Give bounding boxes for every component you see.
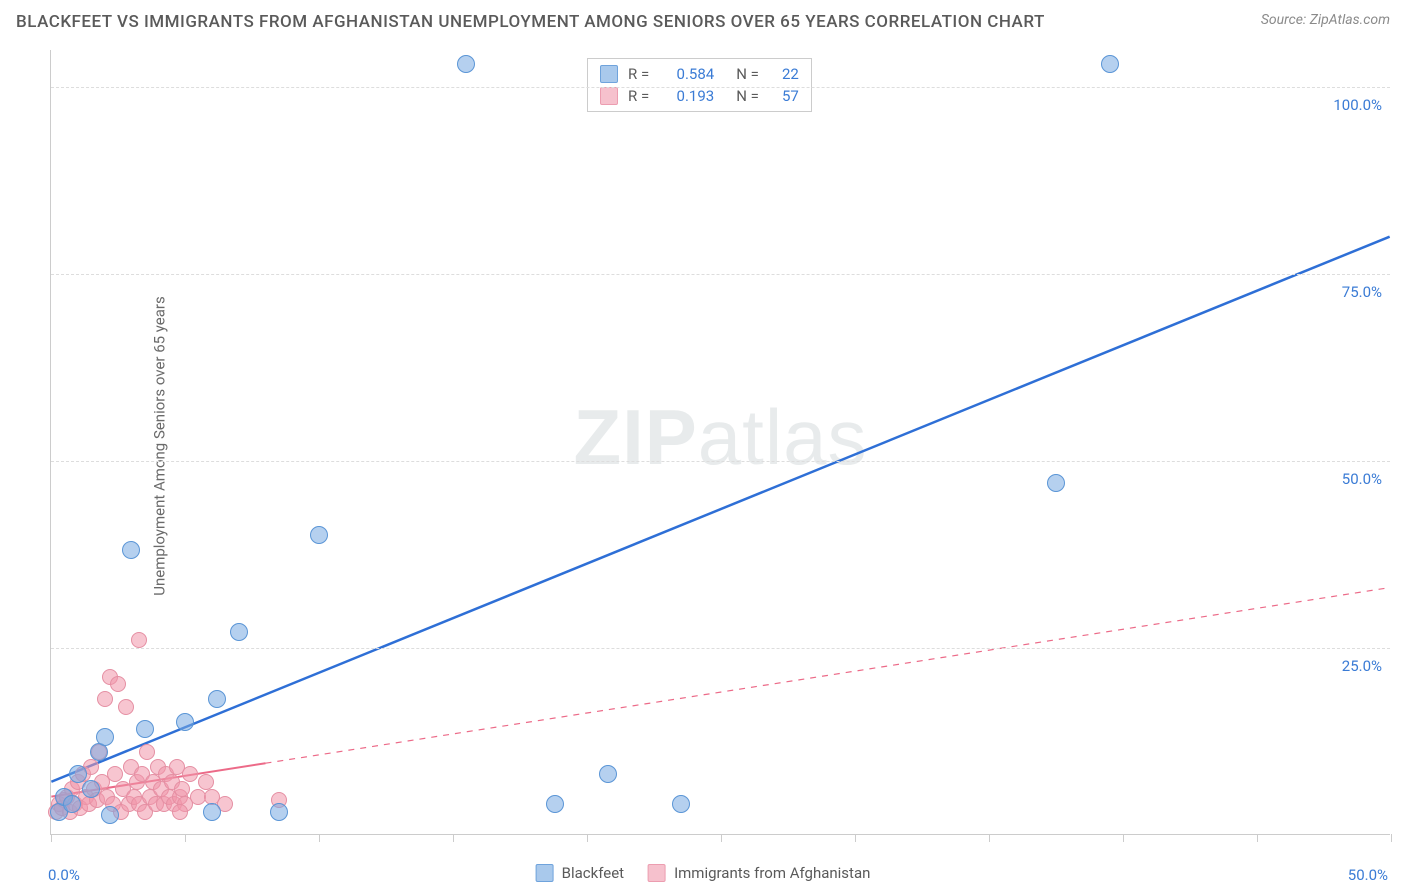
data-point: [546, 795, 564, 813]
gridline: [51, 87, 1390, 88]
data-point: [1047, 474, 1065, 492]
data-point: [599, 765, 617, 783]
r-label: R =: [628, 87, 649, 105]
data-point: [176, 713, 194, 731]
data-point: [672, 795, 690, 813]
r-value: 0.193: [659, 87, 714, 105]
legend-item-blackfeet: Blackfeet: [536, 864, 624, 882]
x-tick: [453, 834, 454, 842]
n-value: 57: [769, 87, 799, 105]
data-point: [230, 623, 248, 641]
swatch-icon: [536, 864, 554, 882]
n-value: 22: [769, 65, 799, 83]
data-point: [457, 55, 475, 73]
data-point: [101, 806, 119, 824]
data-point: [118, 699, 134, 715]
data-point: [131, 632, 147, 648]
x-tick: [587, 834, 588, 842]
x-tick: [185, 834, 186, 842]
x-tick-0: 0.0%: [48, 866, 80, 884]
data-point: [107, 766, 123, 782]
source-label: Source: ZipAtlas.com: [1261, 12, 1390, 28]
data-point: [182, 766, 198, 782]
data-point: [310, 526, 328, 544]
x-tick: [989, 834, 990, 842]
x-tick: [1391, 834, 1392, 842]
correlation-stats-box: R = 0.584 N = 22 R = 0.193 N = 57: [587, 58, 812, 112]
data-point: [139, 744, 155, 760]
data-point: [97, 691, 113, 707]
y-tick-label: 50.0%: [1342, 470, 1382, 488]
gridline: [51, 461, 1390, 462]
data-point: [122, 541, 140, 559]
legend-item-afghan: Immigrants from Afghanistan: [648, 864, 870, 882]
data-point: [110, 676, 126, 692]
gridline: [51, 274, 1390, 275]
data-point: [136, 720, 154, 738]
data-point: [82, 780, 100, 798]
r-value: 0.584: [659, 65, 714, 83]
n-label: N =: [736, 65, 759, 83]
gridline: [51, 648, 1390, 649]
x-tick: [1257, 834, 1258, 842]
x-tick: [721, 834, 722, 842]
x-tick-50: 50.0%: [1348, 866, 1388, 884]
data-point: [69, 765, 87, 783]
data-point: [270, 803, 288, 821]
series-legend: Blackfeet Immigrants from Afghanistan: [536, 864, 871, 882]
y-tick-label: 75.0%: [1342, 283, 1382, 301]
data-point: [208, 690, 226, 708]
chart-title: BLACKFEET VS IMMIGRANTS FROM AFGHANISTAN…: [16, 12, 1045, 32]
y-tick-label: 100.0%: [1333, 96, 1382, 114]
data-point: [203, 803, 221, 821]
trend-lines: [51, 50, 1390, 834]
legend-label: Blackfeet: [562, 864, 624, 882]
x-tick: [319, 834, 320, 842]
y-tick-label: 25.0%: [1342, 657, 1382, 675]
swatch-icon: [600, 65, 618, 83]
n-label: N =: [736, 87, 759, 105]
r-label: R =: [628, 65, 649, 83]
legend-label: Immigrants from Afghanistan: [674, 864, 870, 882]
data-point: [63, 795, 81, 813]
data-point: [96, 728, 114, 746]
data-point: [198, 774, 214, 790]
data-point: [172, 804, 188, 820]
x-tick: [855, 834, 856, 842]
stats-row: R = 0.584 N = 22: [600, 63, 799, 85]
data-point: [174, 781, 190, 797]
x-tick: [51, 834, 52, 842]
x-tick: [1123, 834, 1124, 842]
scatter-plot: ZIPatlas R =0.584N =22R =0.193N =57 25.0…: [50, 50, 1390, 835]
data-point: [1101, 55, 1119, 73]
swatch-icon: [600, 87, 618, 105]
swatch-icon: [648, 864, 666, 882]
